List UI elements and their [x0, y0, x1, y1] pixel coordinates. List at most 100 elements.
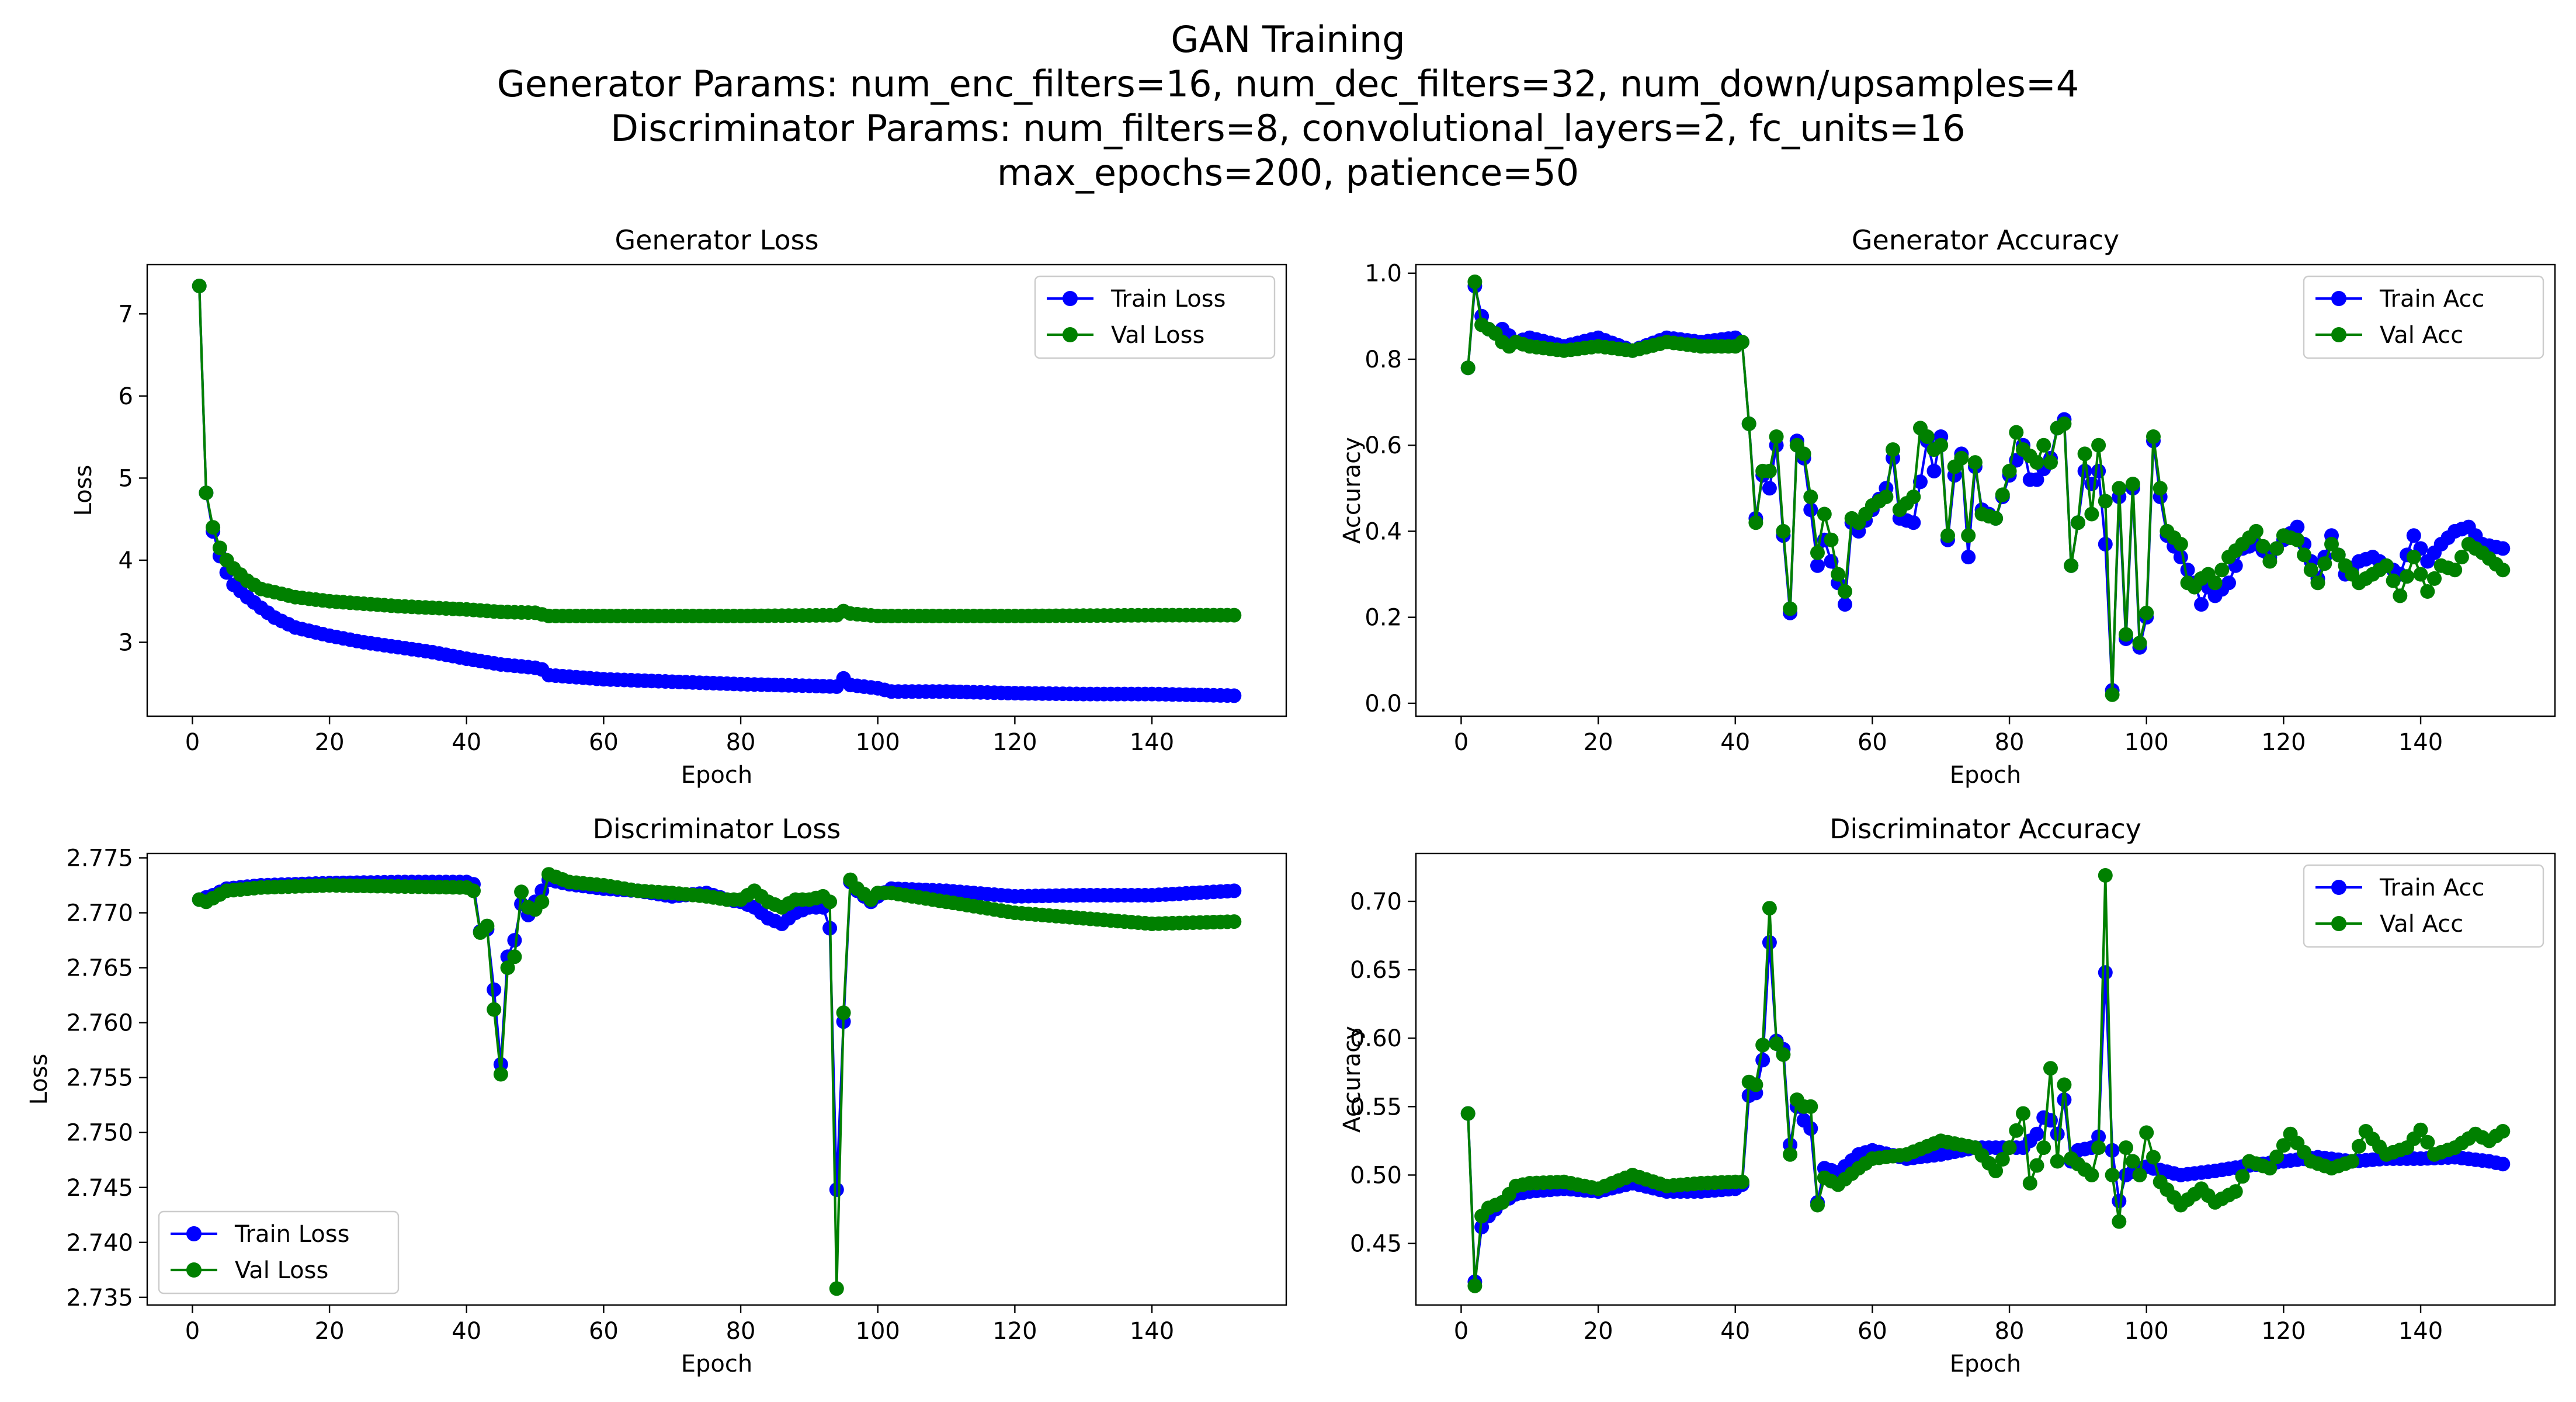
- legend-label: Val Acc: [2380, 911, 2463, 938]
- legend: Train Loss Val Loss: [158, 1210, 400, 1295]
- data-point: [2310, 575, 2325, 591]
- data-point: [206, 520, 221, 535]
- data-point: [1467, 274, 1483, 289]
- y-tick-label: 3: [119, 630, 133, 657]
- data-point: [2084, 1168, 2099, 1182]
- legend-marker: [2331, 880, 2346, 895]
- legend-marker: [1063, 327, 1078, 342]
- legend-marker: [2331, 327, 2346, 342]
- data-point: [2146, 1150, 2161, 1165]
- x-tick-label: 140: [2398, 729, 2443, 756]
- x-tick-label: 120: [992, 729, 1037, 756]
- data-point: [1967, 455, 1983, 470]
- legend-label: Train Loss: [1110, 286, 1225, 313]
- data-point: [1940, 528, 1955, 543]
- figure-title: GAN Training Generator Params: num_enc_f…: [0, 18, 2576, 195]
- data-point: [487, 1002, 502, 1017]
- x-tick-label: 60: [1858, 1318, 1887, 1345]
- data-point: [2057, 416, 2072, 431]
- subplot-4: Discriminator Accuracy 0 20 40 60 80 100 120 140…: [1339, 813, 2556, 1377]
- data-point: [2413, 567, 2428, 582]
- data-point: [2495, 541, 2511, 556]
- data-point: [2303, 563, 2318, 578]
- series-val: [192, 867, 1242, 1296]
- x-tick-label: 0: [185, 729, 200, 756]
- y-tick-label: 0.50: [1350, 1162, 1402, 1189]
- data-point: [1988, 511, 2004, 526]
- data-point: [1776, 1047, 1791, 1062]
- data-point: [2084, 506, 2099, 522]
- legend: Train Acc Val Acc: [2303, 275, 2544, 359]
- data-point: [2406, 528, 2421, 543]
- y-tick-label: 2.775: [66, 845, 133, 872]
- data-point: [2009, 1123, 2024, 1138]
- data-point: [1961, 528, 1976, 543]
- y-tick-label: 2.740: [66, 1230, 133, 1257]
- data-point: [2379, 558, 2394, 573]
- data-point: [2495, 1157, 2511, 1172]
- subplot-2: Generator Accuracy 0 20 40 60 80 100 120 140 0.0 0…: [1339, 224, 2556, 789]
- data-point: [2235, 1169, 2250, 1184]
- y-tick-label: 0.55: [1350, 1094, 1402, 1120]
- data-point: [2228, 1184, 2243, 1199]
- x-tick-label: 20: [315, 1318, 345, 1345]
- data-point: [2262, 1161, 2278, 1176]
- data-point: [2098, 494, 2113, 509]
- y-tick-label: 6: [119, 383, 133, 410]
- data-point: [1803, 502, 1818, 518]
- y-tick-label: 2.745: [66, 1175, 133, 1202]
- x-tick-label: 100: [856, 729, 900, 756]
- data-point: [2105, 1168, 2120, 1182]
- legend-box: [1034, 275, 1276, 359]
- legend: Train Acc Val Acc: [2303, 864, 2544, 948]
- data-point: [2091, 1140, 2106, 1155]
- series-line: [199, 878, 1234, 1190]
- y-tick-label: 2.750: [66, 1120, 133, 1147]
- data-point: [507, 949, 522, 964]
- data-point: [2029, 1126, 2044, 1141]
- data-point: [2386, 573, 2401, 588]
- y-tick-label: 0.65: [1350, 957, 1402, 984]
- legend-label: Val Loss: [235, 1257, 328, 1284]
- data-point: [2269, 541, 2285, 556]
- data-point: [2125, 1154, 2140, 1169]
- y-tick-label: 2.770: [66, 900, 133, 927]
- data-point: [2454, 550, 2469, 565]
- axes-frame: [1415, 263, 2556, 717]
- x-tick-label: 80: [1995, 729, 2025, 756]
- data-point: [1748, 515, 1763, 530]
- legend-box: [2303, 275, 2544, 359]
- legend-label: Train Acc: [2379, 874, 2484, 901]
- y-axis-label: Accuracy: [1339, 1026, 1366, 1133]
- data-point: [2050, 1154, 2065, 1169]
- legend-marker: [1063, 291, 1078, 306]
- data-point: [2139, 605, 2154, 620]
- data-point: [199, 485, 214, 501]
- data-point: [2173, 537, 2188, 551]
- data-point: [2057, 1077, 2072, 1092]
- x-tick-label: 20: [1584, 729, 1613, 756]
- x-tick-label: 100: [2124, 729, 2169, 756]
- data-point: [1227, 883, 1242, 898]
- x-axis-label: Epoch: [1950, 762, 2021, 789]
- data-point: [2132, 636, 2147, 651]
- data-point: [2098, 537, 2113, 551]
- data-point: [1227, 914, 1242, 929]
- data-point: [2427, 571, 2442, 586]
- data-point: [1810, 558, 1825, 573]
- data-point: [1748, 1077, 1763, 1092]
- x-tick-label: 0: [1454, 729, 1468, 756]
- x-axis-label: Epoch: [681, 762, 752, 789]
- axes-frame: [1415, 852, 2556, 1306]
- data-point: [2091, 438, 2106, 453]
- data-point: [1831, 567, 1846, 582]
- data-point: [1460, 1106, 1476, 1121]
- data-point: [2098, 965, 2113, 980]
- data-point: [480, 918, 495, 933]
- x-axis-label: Epoch: [1950, 1351, 2021, 1377]
- series-line: [1467, 942, 2504, 1282]
- data-point: [2290, 532, 2305, 547]
- x-tick-label: 40: [1720, 1318, 1750, 1345]
- data-point: [500, 960, 515, 976]
- x-tick-label: 100: [856, 1318, 900, 1345]
